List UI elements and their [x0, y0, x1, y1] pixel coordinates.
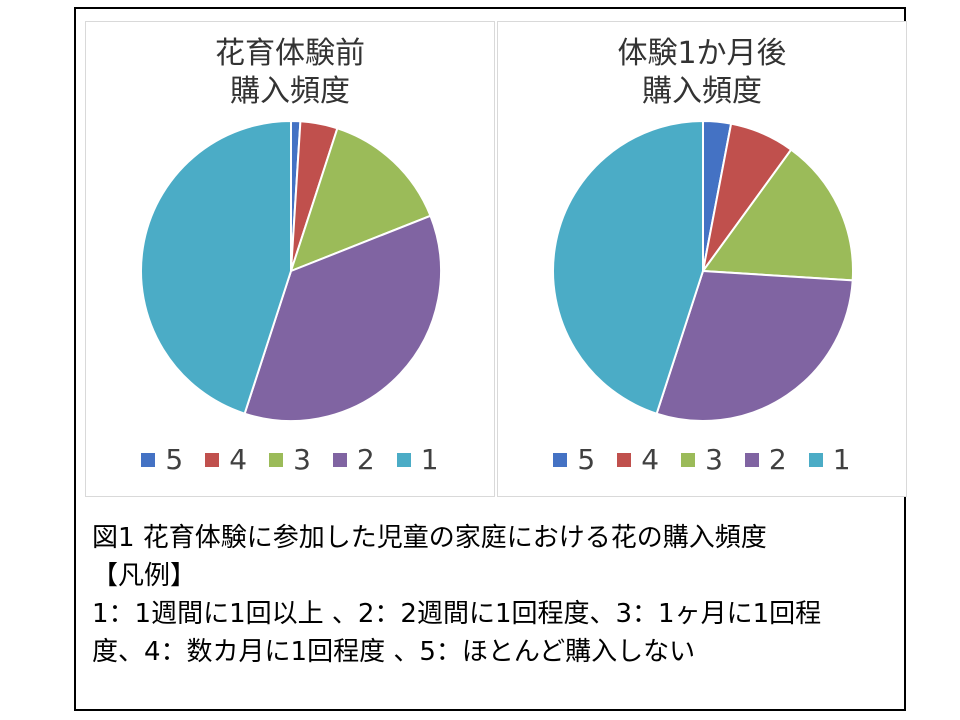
legend-item-1: 1 [808, 443, 851, 476]
pie-chart-after [552, 120, 854, 422]
legend-before: 5 4 3 2 1 [86, 442, 494, 478]
chart-panel-after: 体験1か月後 購入頻度 5 4 3 2 1 [497, 21, 907, 497]
chart-title-line-1: 花育体験前 [215, 36, 365, 71]
legend-item-4: 4 [205, 444, 247, 476]
legend-item-3: 3 [269, 444, 311, 476]
legend-label: 2 [356, 443, 375, 476]
pie-chart-before [140, 120, 442, 422]
legend-swatch [205, 453, 220, 467]
chart-panel-before: 花育体験前 購入頻度 5 4 3 2 1 [85, 21, 495, 497]
pie-slice-2 [243, 214, 442, 422]
legend-label: 1 [420, 443, 439, 476]
legend-item-3: 3 [681, 444, 723, 476]
caption-legend-text-2: 度、4：数カ月に1回程度 、5：ほとんど購入しない [92, 637, 696, 667]
legend-label: 2 [768, 443, 787, 476]
pie-slice-2 [655, 269, 854, 422]
legend-label: 1 [832, 443, 851, 476]
legend-label: 4 [229, 443, 248, 476]
chart-title-line-2: 購入頻度 [642, 74, 762, 109]
figure-frame: 花育体験前 購入頻度 5 4 3 2 1 体験1か月後 購入頻度 5 4 3 2 1 図1 花育… [74, 7, 907, 711]
legend-label: 4 [641, 443, 660, 476]
caption-legend-text-1: 1：1週間に1回以上 、2：2週間に1回程度、3：1ヶ月に1回程 [92, 599, 822, 629]
pie-slice-3 [701, 148, 854, 282]
legend-swatch [744, 453, 759, 467]
legend-item-5: 5 [141, 444, 183, 476]
legend-label: 5 [165, 443, 184, 476]
legend-swatch [269, 453, 284, 467]
chart-title-line-1: 体験1か月後 [617, 36, 787, 71]
legend-swatch [681, 453, 696, 467]
chart-title-line-2: 購入頻度 [230, 74, 350, 109]
caption-legend-heading: 【凡例】 [92, 561, 197, 591]
pie-slice-3 [289, 127, 432, 273]
legend-swatch [141, 453, 156, 467]
pie-slice-1 [552, 120, 704, 415]
legend-swatch [617, 453, 632, 467]
legend-item-2: 2 [744, 443, 787, 476]
legend-label: 5 [577, 443, 596, 476]
legend-swatch [396, 453, 411, 467]
pie-slice-1 [140, 120, 292, 415]
legend-swatch [553, 453, 568, 467]
legend-swatch [808, 453, 823, 467]
legend-label: 3 [293, 443, 311, 476]
caption-title: 図1 花育体験に参加した児童の家庭における花の購入頻度 [92, 523, 767, 553]
legend-item-1: 1 [396, 443, 439, 476]
legend-item-5: 5 [553, 444, 595, 476]
figure-caption: 図1 花育体験に参加した児童の家庭における花の購入頻度 【凡例】 1：1週間に1… [92, 519, 898, 671]
legend-after: 5 4 3 2 1 [498, 442, 906, 478]
legend-label: 3 [705, 443, 723, 476]
legend-swatch [332, 453, 347, 467]
legend-item-2: 2 [332, 443, 375, 476]
legend-item-4: 4 [617, 444, 659, 476]
